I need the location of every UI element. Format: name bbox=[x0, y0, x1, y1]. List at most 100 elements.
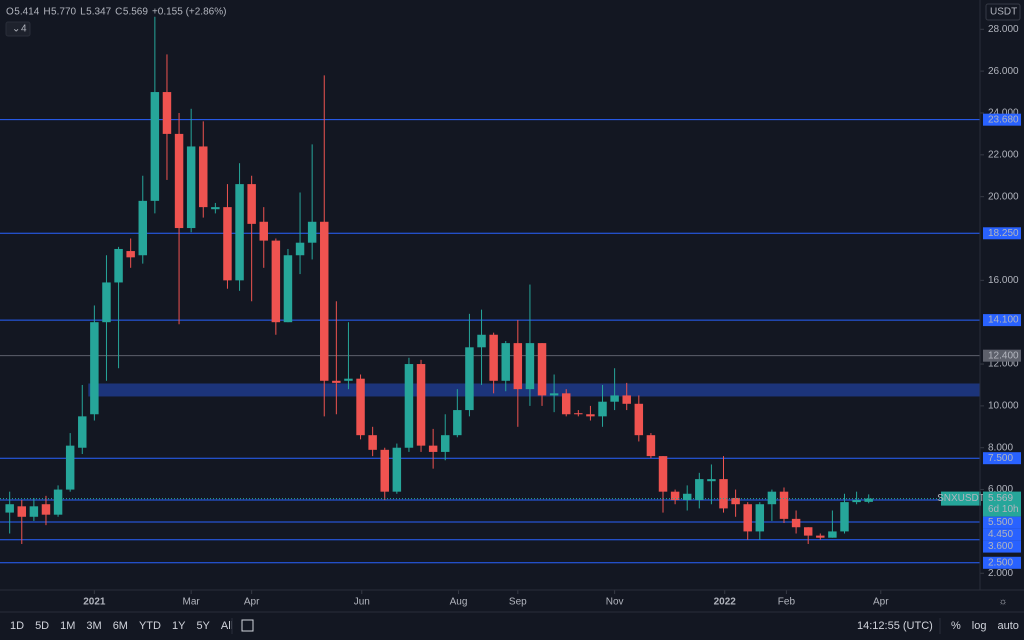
currency: USDT bbox=[990, 7, 1017, 18]
candle-body bbox=[513, 343, 523, 390]
candle-body bbox=[828, 531, 837, 538]
level-label-bg bbox=[983, 556, 1021, 569]
countdown: 6d 10h bbox=[988, 504, 1019, 515]
settings-icon[interactable]: ☼ bbox=[998, 597, 1007, 608]
level-label-bg bbox=[983, 516, 1021, 529]
candle-body bbox=[610, 395, 619, 402]
candle-body bbox=[271, 240, 281, 323]
x-tick-label: Mar bbox=[183, 597, 201, 608]
candle-body bbox=[731, 497, 740, 505]
candle-body bbox=[368, 435, 377, 450]
ohlc-value: 5.569 bbox=[123, 7, 148, 18]
x-tick-label: Aug bbox=[450, 597, 468, 608]
level-label: 18.250 bbox=[988, 228, 1019, 239]
candle-body bbox=[186, 146, 196, 229]
date-range-icon[interactable] bbox=[241, 619, 254, 632]
candle-body bbox=[174, 133, 184, 229]
candle-body bbox=[816, 535, 825, 538]
candle-body bbox=[622, 395, 631, 404]
level-label: 14.100 bbox=[988, 315, 1019, 326]
level-label: 5.500 bbox=[988, 517, 1013, 528]
candle-body bbox=[695, 479, 704, 501]
candle-body bbox=[755, 504, 765, 532]
ohlc-label: H bbox=[43, 7, 50, 18]
candle-body bbox=[41, 504, 51, 515]
currency-button[interactable] bbox=[985, 3, 1021, 21]
candle-body bbox=[453, 410, 462, 436]
candle-body bbox=[162, 92, 172, 134]
symbol-tag-bg bbox=[941, 491, 981, 506]
candle-body bbox=[537, 343, 547, 396]
level-label-bg bbox=[983, 113, 1021, 126]
level-label-bg bbox=[983, 528, 1021, 541]
level-label-bg bbox=[983, 227, 1021, 240]
ohlc-label: L bbox=[80, 7, 86, 18]
ohlc-value: 5.770 bbox=[51, 7, 76, 18]
level-label-bg bbox=[983, 452, 1021, 465]
candle-body bbox=[356, 378, 365, 436]
candle-body bbox=[779, 491, 789, 519]
x-tick-label: Feb bbox=[778, 597, 796, 608]
candle-body bbox=[65, 445, 75, 490]
candle-body bbox=[719, 479, 728, 509]
candle-body bbox=[332, 380, 341, 383]
range-button[interactable]: 1D bbox=[10, 620, 24, 632]
candle-body bbox=[465, 347, 474, 411]
range-button[interactable]: 1M bbox=[60, 620, 75, 632]
range-button[interactable]: 6M bbox=[113, 620, 128, 632]
level-label: 23.680 bbox=[988, 114, 1019, 125]
candle-body bbox=[840, 502, 849, 532]
candle-body bbox=[320, 221, 329, 381]
level-label: 2.500 bbox=[988, 557, 1013, 568]
candle-body bbox=[682, 493, 692, 501]
candle-body bbox=[90, 322, 99, 415]
y-tick-label: 22.000 bbox=[988, 149, 1019, 160]
scale-option[interactable]: auto bbox=[997, 620, 1018, 632]
candle-body bbox=[211, 207, 220, 210]
indicator-count: 4 bbox=[21, 24, 27, 35]
candle-body bbox=[5, 504, 14, 513]
scale-option[interactable]: log bbox=[972, 620, 987, 632]
candle-body bbox=[223, 207, 232, 281]
candle-body bbox=[29, 506, 39, 517]
x-tick-label: Apr bbox=[244, 597, 260, 608]
range-button[interactable]: YTD bbox=[139, 620, 161, 632]
last-price-bg bbox=[983, 491, 1021, 517]
candle-body bbox=[150, 92, 160, 201]
candle-body bbox=[852, 500, 861, 503]
symbol-tag: SNXUSDT bbox=[937, 493, 985, 504]
x-tick-label: 2022 bbox=[714, 597, 737, 608]
candle-body bbox=[17, 506, 27, 517]
candle-body bbox=[114, 248, 123, 283]
indicator-toggle[interactable] bbox=[5, 21, 31, 37]
candle-body bbox=[441, 435, 450, 452]
level-label: 12.400 bbox=[988, 350, 1019, 361]
candle-body bbox=[477, 334, 486, 348]
candle-body bbox=[102, 282, 111, 323]
candle-body bbox=[549, 393, 559, 396]
range-button[interactable]: 5D bbox=[35, 620, 49, 632]
candle-body bbox=[791, 518, 801, 528]
range-button[interactable]: 5Y bbox=[196, 620, 210, 632]
last-price-label: 5.569 bbox=[988, 493, 1013, 504]
range-button[interactable]: All bbox=[221, 620, 233, 632]
range-button[interactable]: 1Y bbox=[172, 620, 186, 632]
candle-body bbox=[658, 456, 668, 492]
candle-body bbox=[380, 449, 389, 492]
x-tick-label: Nov bbox=[606, 597, 624, 608]
candle-body bbox=[247, 184, 256, 224]
ohlc-value: 5.414 bbox=[14, 7, 39, 18]
y-tick-label: 2.000 bbox=[988, 568, 1013, 579]
candle-body bbox=[525, 343, 535, 390]
scale-option[interactable]: % bbox=[951, 620, 961, 632]
candle-body bbox=[295, 242, 305, 256]
x-tick-label: Sep bbox=[509, 597, 527, 608]
level-label: 4.450 bbox=[988, 529, 1013, 540]
y-tick-label: 20.000 bbox=[988, 191, 1019, 202]
candle-body bbox=[307, 221, 317, 243]
y-tick-label: 12.000 bbox=[988, 359, 1019, 370]
y-tick-label: 24.000 bbox=[988, 108, 1019, 119]
range-button[interactable]: 3M bbox=[86, 620, 101, 632]
indicator-chevron: ⌄ bbox=[12, 24, 20, 35]
